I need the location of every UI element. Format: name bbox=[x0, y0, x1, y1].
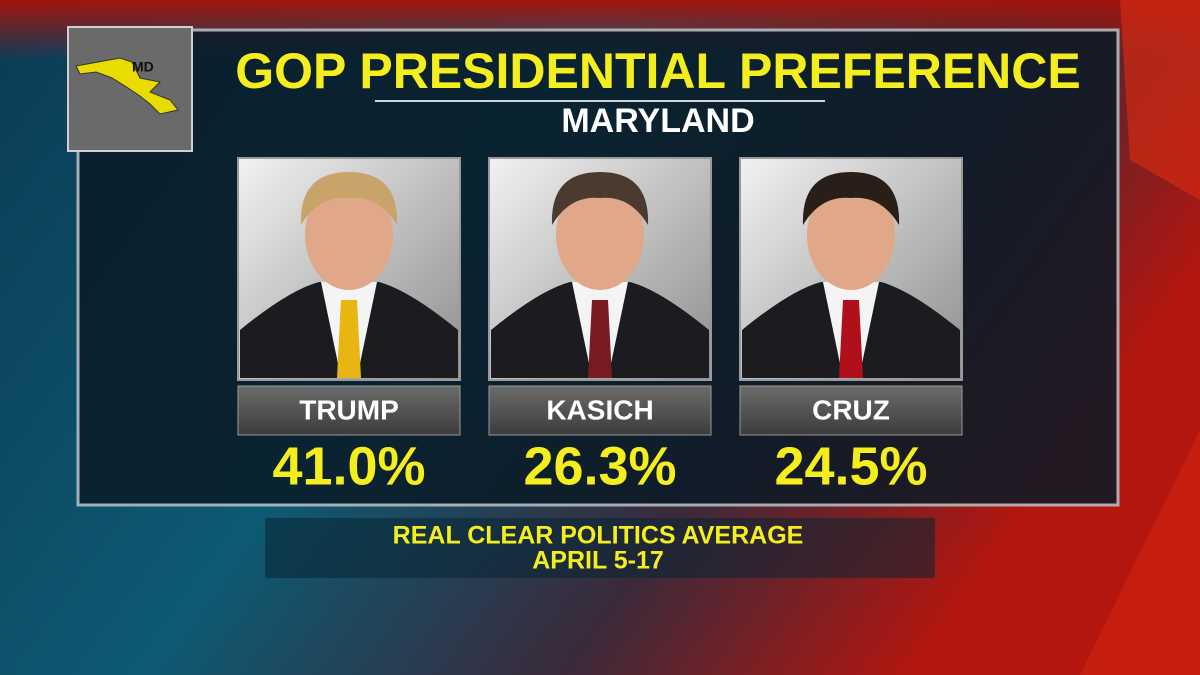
subtitle: MARYLAND bbox=[561, 102, 754, 140]
state-label: MD bbox=[132, 59, 154, 75]
candidate-name: TRUMP bbox=[299, 394, 399, 425]
candidate-share: 41.0% bbox=[272, 436, 425, 496]
background-streak bbox=[1120, 0, 1200, 200]
candidate-name: KASICH bbox=[546, 394, 653, 425]
footer-source: REAL CLEAR POLITICS AVERAGE bbox=[393, 522, 804, 550]
name-bar bbox=[488, 385, 712, 436]
portrait-face bbox=[807, 180, 895, 290]
portrait-tie bbox=[337, 300, 361, 378]
candidate-share: 24.5% bbox=[774, 436, 927, 496]
footer-dates: APRIL 5-17 bbox=[532, 547, 664, 575]
portrait-hair bbox=[300, 172, 398, 225]
portrait-face bbox=[305, 180, 393, 290]
candidate-name: CRUZ bbox=[812, 394, 890, 425]
portrait-hair bbox=[802, 172, 900, 225]
portrait-tie bbox=[839, 300, 863, 378]
title: GOP PRESIDENTIAL PREFERENCE bbox=[235, 43, 1081, 99]
portrait-hair bbox=[551, 172, 649, 225]
footer-band bbox=[265, 518, 935, 578]
portrait-face bbox=[556, 180, 644, 290]
portrait-tie bbox=[588, 300, 612, 378]
background-streak bbox=[1080, 430, 1200, 675]
candidate-share: 26.3% bbox=[523, 436, 676, 496]
name-bar bbox=[739, 385, 963, 436]
state-map bbox=[75, 57, 179, 115]
name-bar bbox=[237, 385, 461, 436]
